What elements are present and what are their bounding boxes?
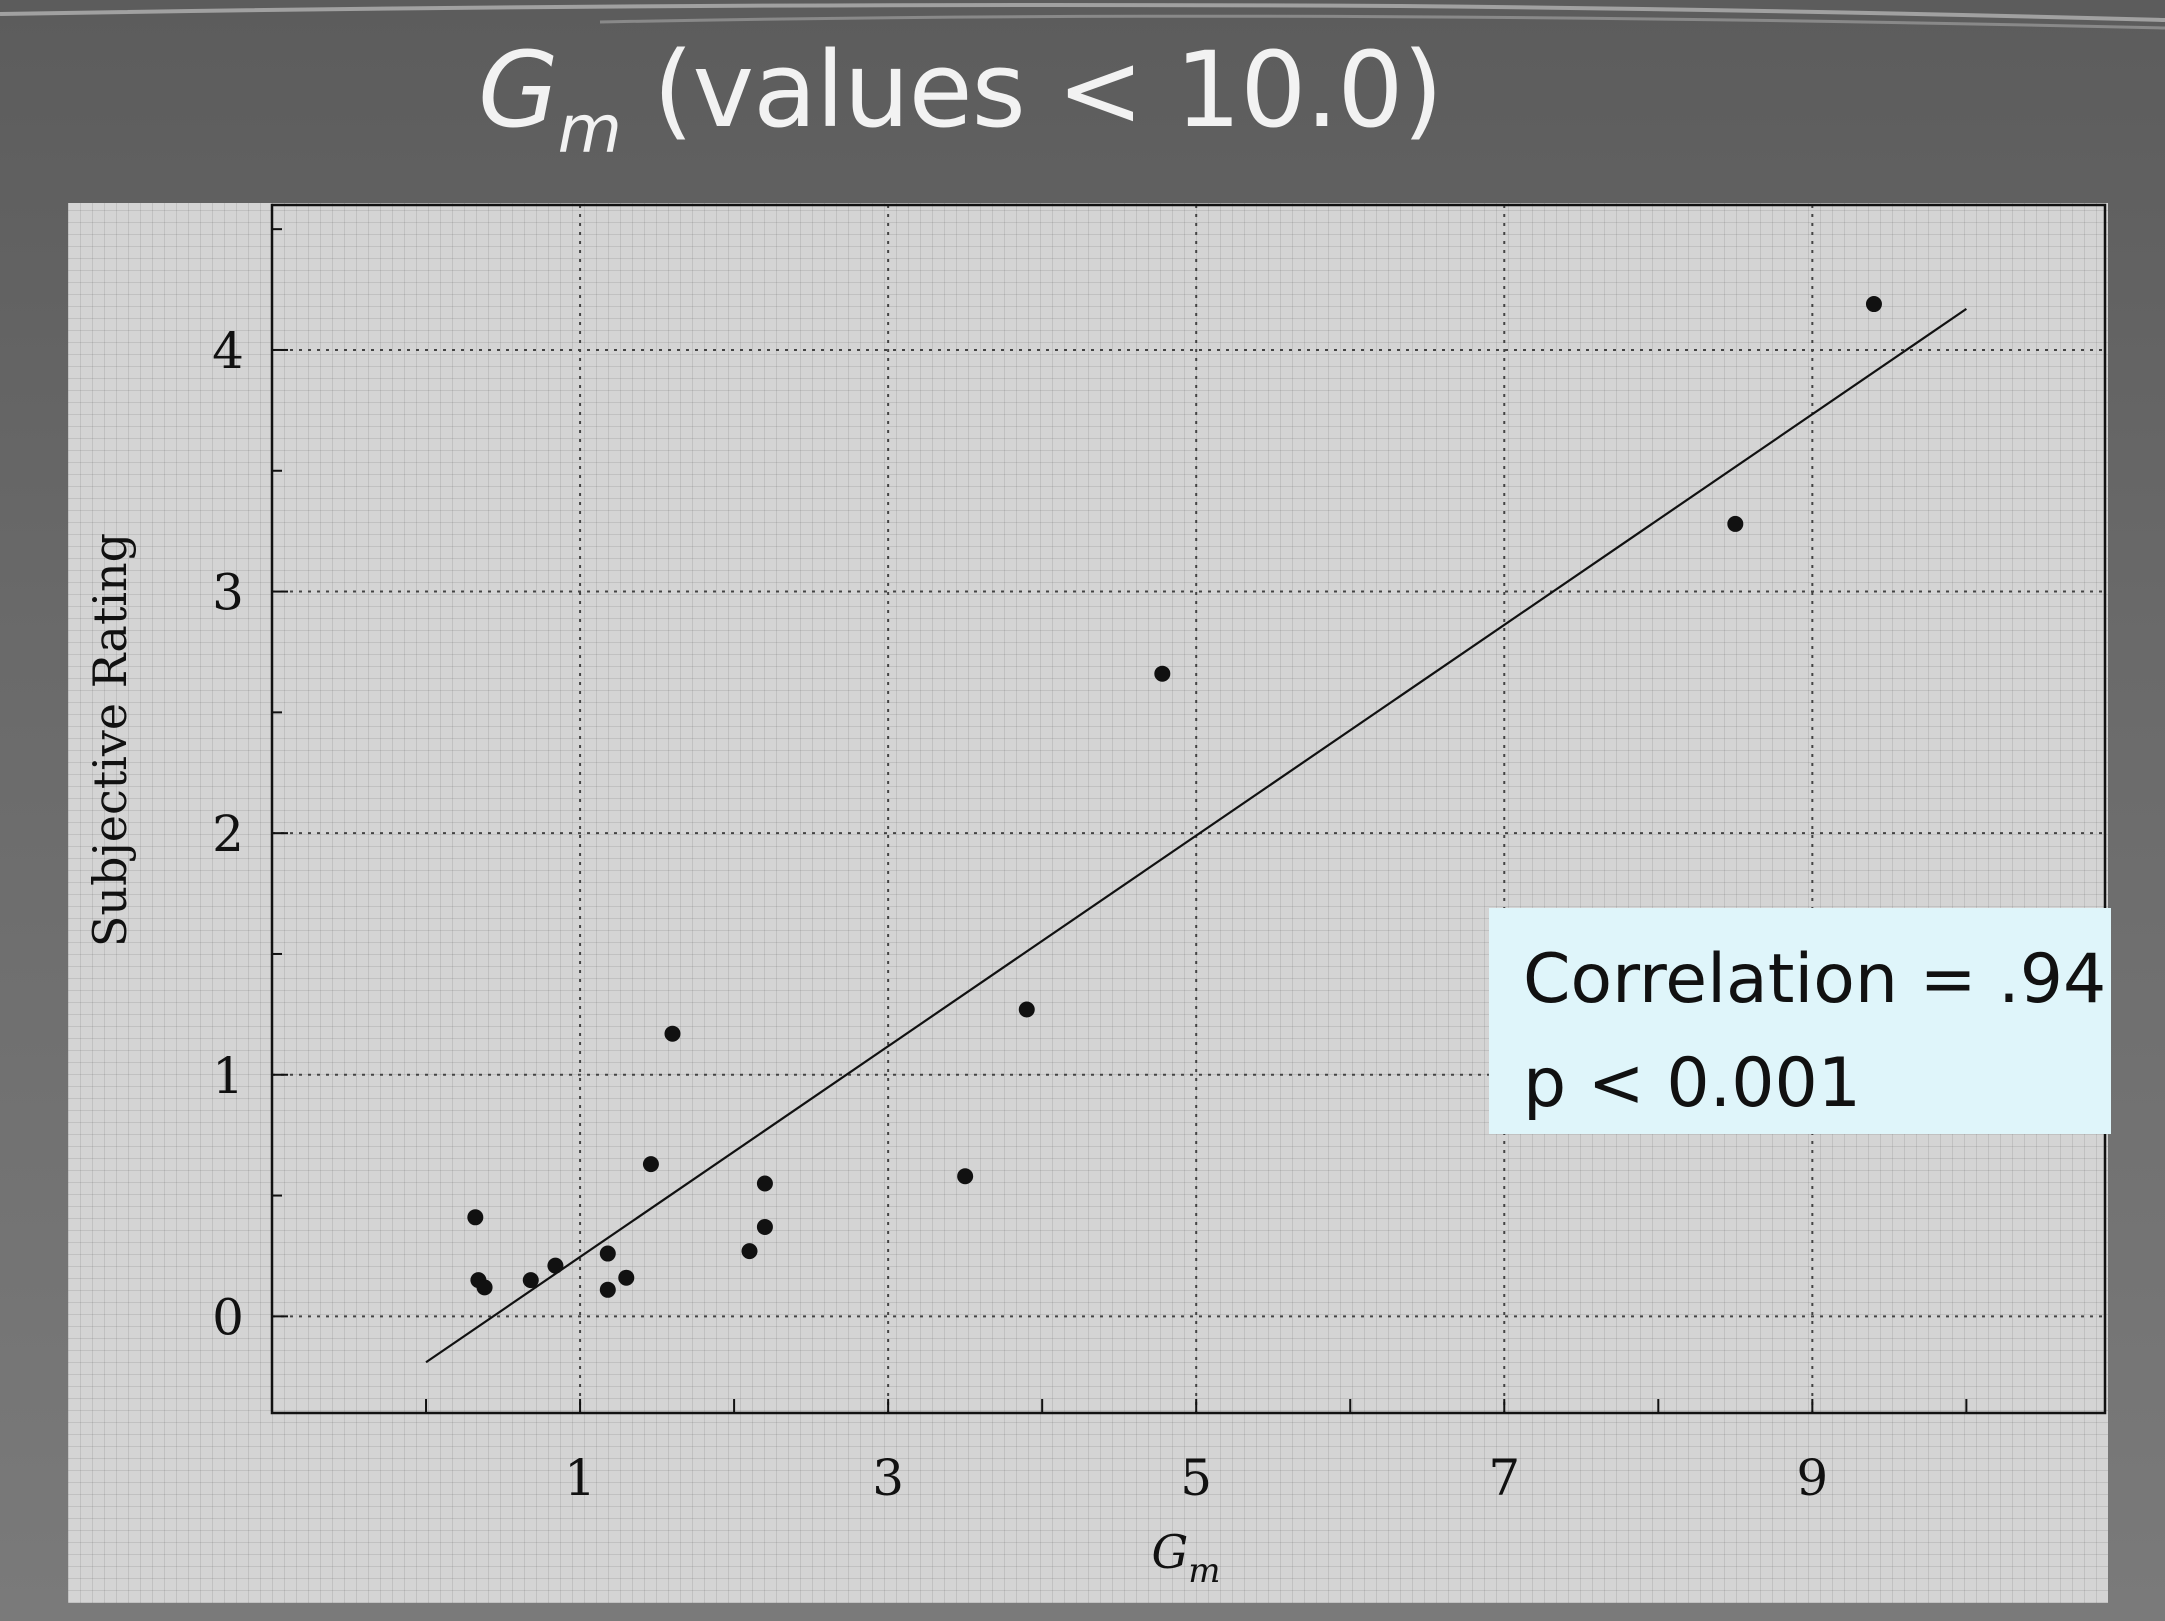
x-tick-label: 1 [564,1449,596,1507]
data-point [1865,296,1882,313]
data-point [476,1279,493,1296]
data-point [1727,515,1744,532]
data-point [1154,665,1171,682]
y-tick-label: 0 [212,1288,244,1346]
x-tick-label: 5 [1180,1449,1212,1507]
data-point [741,1243,758,1260]
data-point [467,1209,484,1226]
p-value: p < 0.001 [1523,1044,1862,1123]
x-axis-title-symbol: G [1152,1525,1189,1579]
title-rest: (values < 10.0) [620,29,1443,151]
data-point [618,1269,635,1286]
data-point [664,1025,681,1042]
grid-lines [272,205,2105,1413]
axis-ticks [272,228,1968,1413]
data-point [642,1156,659,1173]
data-points [467,296,1882,1298]
title-symbol: G [478,29,559,151]
x-axis-title: Gm [1152,1525,1221,1591]
correlation-value: Correlation = .94 [1523,940,2107,1019]
x-tick-label: 7 [1488,1449,1520,1507]
plot-frame [270,203,2107,1415]
y-tick-label: 2 [212,805,244,863]
data-point [756,1175,773,1192]
y-axis-title: Subjective Rating [83,533,137,947]
y-tick-label: 4 [212,322,244,380]
data-point [756,1218,773,1235]
x-axis-title-subscript: m [1188,1551,1220,1591]
title-subscript: m [557,91,622,168]
x-tick-label: 3 [872,1449,904,1507]
y-tick-label: 1 [212,1047,244,1105]
data-point [547,1257,564,1274]
correlation-annotation: Correlation = .94 p < 0.001 [1489,908,2111,1134]
x-tick-label: 9 [1796,1449,1828,1507]
data-point [599,1281,616,1298]
regression-line [425,307,1967,1364]
header-swoosh [0,3,2165,30]
data-point [522,1272,539,1289]
data-point [1018,1001,1035,1018]
data-point [957,1168,974,1185]
y-tick-label: 3 [212,564,244,622]
plot-panel [68,203,2108,1603]
data-point [599,1245,616,1262]
slide-title: Gm (values < 10.0) [478,20,1443,168]
